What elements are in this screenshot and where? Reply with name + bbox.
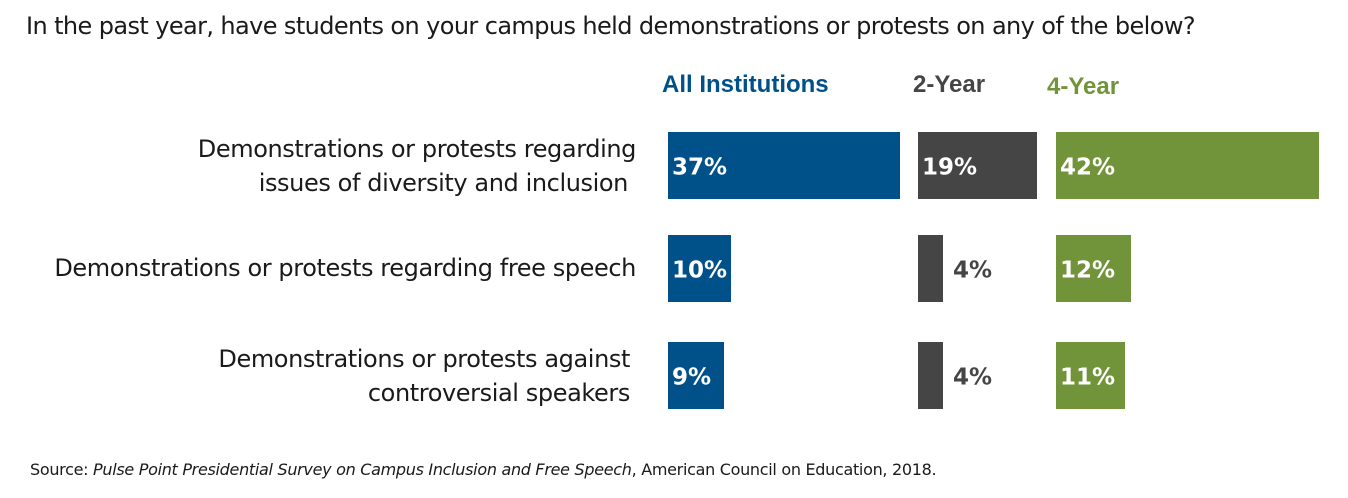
bar-2-year-0 [918,132,1037,199]
bar-4-year-0 [1056,132,1319,199]
category-label-free-speech: Demonstrations or protests regarding fre… [54,251,636,285]
data-label-2-year-2: 4% [953,365,992,391]
chart-title: In the past year, have students on your … [26,12,1196,40]
series-header-4-year: 4-Year [1047,73,1120,100]
source-suffix: , American Council on Education, 2018. [631,460,937,479]
category-label-line: controversial speakers [367,379,631,407]
data-label-2-year-0: 19% [922,155,977,181]
bar-4-year-1 [1056,235,1131,302]
bar-all-institutions-1 [668,235,731,302]
bar-4-year-2 [1056,342,1125,409]
series-header-2-year: 2-Year [913,71,986,98]
bar-2-year-2 [918,342,943,409]
category-label-line: issues of diversity and inclusion [258,169,629,197]
data-label-4-year-2: 11% [1060,365,1115,391]
bar-all-institutions-0 [668,132,900,199]
source-prefix: Source: [30,460,94,479]
series-header-all-institutions: All Institutions [662,71,829,98]
bar-all-institutions-2 [668,342,724,409]
source-note: Source: Pulse Point Presidential Survey … [30,460,937,479]
data-label-all-institutions-2: 9% [672,365,711,391]
data-label-all-institutions-0: 37% [672,155,727,181]
data-label-4-year-0: 42% [1060,155,1115,181]
category-label-diversity: Demonstrations or protests regarding iss… [197,132,637,200]
bar-2-year-1 [918,235,943,302]
data-label-2-year-1: 4% [953,258,992,284]
category-label-line: Demonstrations or protests against [218,345,630,373]
category-label-line: Demonstrations or protests regarding [197,135,637,163]
source-title: Pulse Point Presidential Survey on Campu… [93,460,632,479]
data-label-all-institutions-1: 10% [672,258,727,284]
category-label-speakers: Demonstrations or protests against contr… [218,342,630,410]
data-label-4-year-1: 12% [1060,258,1115,284]
category-label-line: Demonstrations or protests regarding fre… [54,254,636,282]
